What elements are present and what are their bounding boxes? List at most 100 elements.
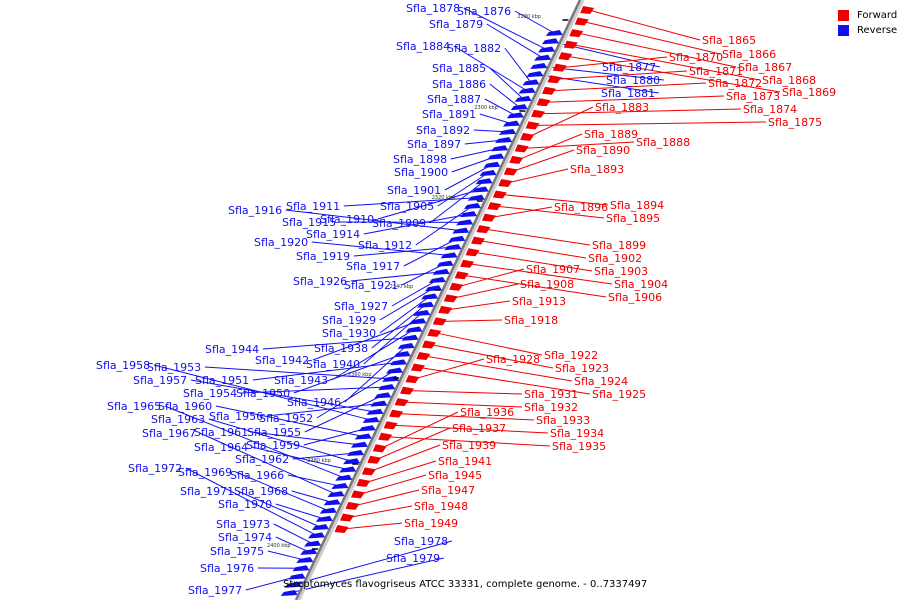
reverse-gene-label: Sfla_1880 xyxy=(606,74,660,87)
reverse-gene-arrow xyxy=(440,252,458,259)
legend: Forward Reverse xyxy=(838,8,897,38)
reverse-gene-arrow xyxy=(499,128,517,135)
reverse-gene-arrow xyxy=(460,211,478,218)
reverse-gene-arrow xyxy=(526,71,544,78)
reverse-leader-line xyxy=(153,364,372,421)
forward-gene-label: Sfla_1888 xyxy=(636,136,690,149)
reverse-gene-arrow xyxy=(491,145,509,152)
forward-leader-line xyxy=(457,268,525,288)
reverse-gene-label: Sfla_1976 xyxy=(200,562,254,575)
forward-leader-line xyxy=(392,424,549,434)
forward-gene-arrow xyxy=(405,375,420,384)
reverse-gene-labels: Sfla_1876 Sfla_1877 Sfla_1878 Sfla_1879 Sfla… xyxy=(96,2,660,597)
reverse-gene-arrow xyxy=(280,590,298,596)
scale-tick-label: 2280 kbp xyxy=(517,14,541,20)
reverse-leader-line xyxy=(245,576,298,591)
forward-gene-label: Sfla_1945 xyxy=(428,469,482,482)
forward-gene-label: Sfla_1873 xyxy=(726,90,780,103)
reverse-leader-line xyxy=(285,209,461,232)
forward-gene-arrow xyxy=(421,340,436,349)
reverse-gene-label: Sfla_1968 xyxy=(234,485,288,498)
forward-gene-label: Sfla_1918 xyxy=(504,314,558,327)
forward-gene-label: Sfla_1869 xyxy=(782,86,836,99)
reverse-gene-label: Sfla_1959 xyxy=(246,439,300,452)
forward-leader-line xyxy=(473,251,593,272)
forward-leader-line xyxy=(364,460,437,484)
reverse-gene-label: Sfla_1963 xyxy=(151,413,205,426)
reverse-gene-label: Sfla_1876 xyxy=(457,5,511,18)
forward-gene-arrow xyxy=(438,305,453,314)
forward-gene-arrow xyxy=(400,386,415,395)
reverse-swatch xyxy=(838,25,849,36)
scale-tick-label: 2340 kbp xyxy=(390,284,414,290)
forward-leader-line xyxy=(544,95,725,103)
forward-gene-label: Sfla_1924 xyxy=(574,375,628,388)
reverse-leader-line xyxy=(237,490,321,528)
forward-leader-line xyxy=(375,427,451,461)
forward-leader-line xyxy=(572,44,761,81)
reverse-leader-line xyxy=(484,98,516,116)
reverse-gene-arrows xyxy=(280,30,563,596)
reverse-leader-line xyxy=(266,403,379,417)
forward-gene-arrow xyxy=(443,294,458,303)
reverse-leader-line xyxy=(185,467,317,536)
reverse-gene-arrow xyxy=(467,194,485,201)
reverse-gene-arrow xyxy=(339,466,357,473)
forward-gene-arrow xyxy=(525,121,540,130)
forward-gene-arrow xyxy=(569,29,584,38)
reverse-gene-label: Sfla_1944 xyxy=(205,343,259,356)
reverse-leader-line xyxy=(377,188,481,220)
forward-gene-label: Sfla_1935 xyxy=(552,440,606,453)
reverse-leader-line xyxy=(486,23,543,59)
forward-leader-line xyxy=(566,55,781,93)
reverse-gene-arrow xyxy=(374,392,392,399)
reverse-gene-label: Sfla_1930 xyxy=(322,327,376,340)
forward-leader-line xyxy=(588,9,701,41)
reverse-gene-label: Sfla_1977 xyxy=(188,584,242,597)
reverse-gene-label: Sfla_1957 xyxy=(133,374,187,387)
reverse-gene-arrow xyxy=(475,178,493,185)
forward-leader-line xyxy=(419,367,591,395)
scale-tick-label: 2300 kbp xyxy=(474,105,498,111)
forward-gene-arrow xyxy=(541,86,556,95)
reverse-gene-label: Sfla_1879 xyxy=(429,18,483,31)
reverse-gene-arrow xyxy=(483,161,501,168)
forward-gene-label: Sfla_1899 xyxy=(592,239,646,252)
forward-leader-line xyxy=(550,82,707,92)
forward-gene-label: Sfla_1925 xyxy=(592,388,646,401)
backbone-line xyxy=(294,0,582,600)
forward-gene-arrows xyxy=(334,6,595,533)
reverse-gene-arrow xyxy=(479,170,497,176)
forward-gene-arrow xyxy=(465,248,480,257)
forward-gene-label: Sfla_1903 xyxy=(594,265,648,278)
reverse-leader-line xyxy=(379,296,430,334)
forward-gene-arrow xyxy=(350,490,365,499)
forward-gene-label: Sfla_1937 xyxy=(452,422,506,435)
reverse-leader-line xyxy=(199,432,337,495)
forward-gene-label: Sfla_1923 xyxy=(555,362,609,375)
forward-leader-line xyxy=(397,413,535,421)
forward-gene-arrow xyxy=(410,363,425,372)
forward-gene-label: Sfla_1890 xyxy=(576,144,630,157)
reverse-leader-line xyxy=(164,405,344,479)
forward-gene-label: Sfla_1906 xyxy=(608,291,662,304)
reverse-leader-line xyxy=(429,180,485,224)
reverse-leader-line xyxy=(208,418,352,462)
forward-leader-line xyxy=(342,522,403,530)
reverse-gene-arrow xyxy=(530,62,548,69)
reverse-leader-line xyxy=(275,536,309,553)
scale-tick-label: 2320 kbp xyxy=(432,195,456,201)
forward-gene-arrow xyxy=(334,525,349,533)
reverse-leader-line xyxy=(463,7,547,50)
forward-gene-arrow xyxy=(509,155,524,164)
forward-leader-line xyxy=(413,358,485,380)
forward-leader-line xyxy=(534,121,767,126)
forward-gene-label: Sfla_1889 xyxy=(584,128,638,141)
reverse-gene-label: Sfla_1905 xyxy=(380,200,434,213)
forward-gene-arrow xyxy=(531,109,546,118)
forward-leader-line xyxy=(490,206,553,219)
legend-forward: Forward xyxy=(838,8,897,23)
reverse-leader-line xyxy=(379,287,434,321)
backbone-shadow xyxy=(297,0,585,600)
forward-leader-line xyxy=(348,505,413,518)
